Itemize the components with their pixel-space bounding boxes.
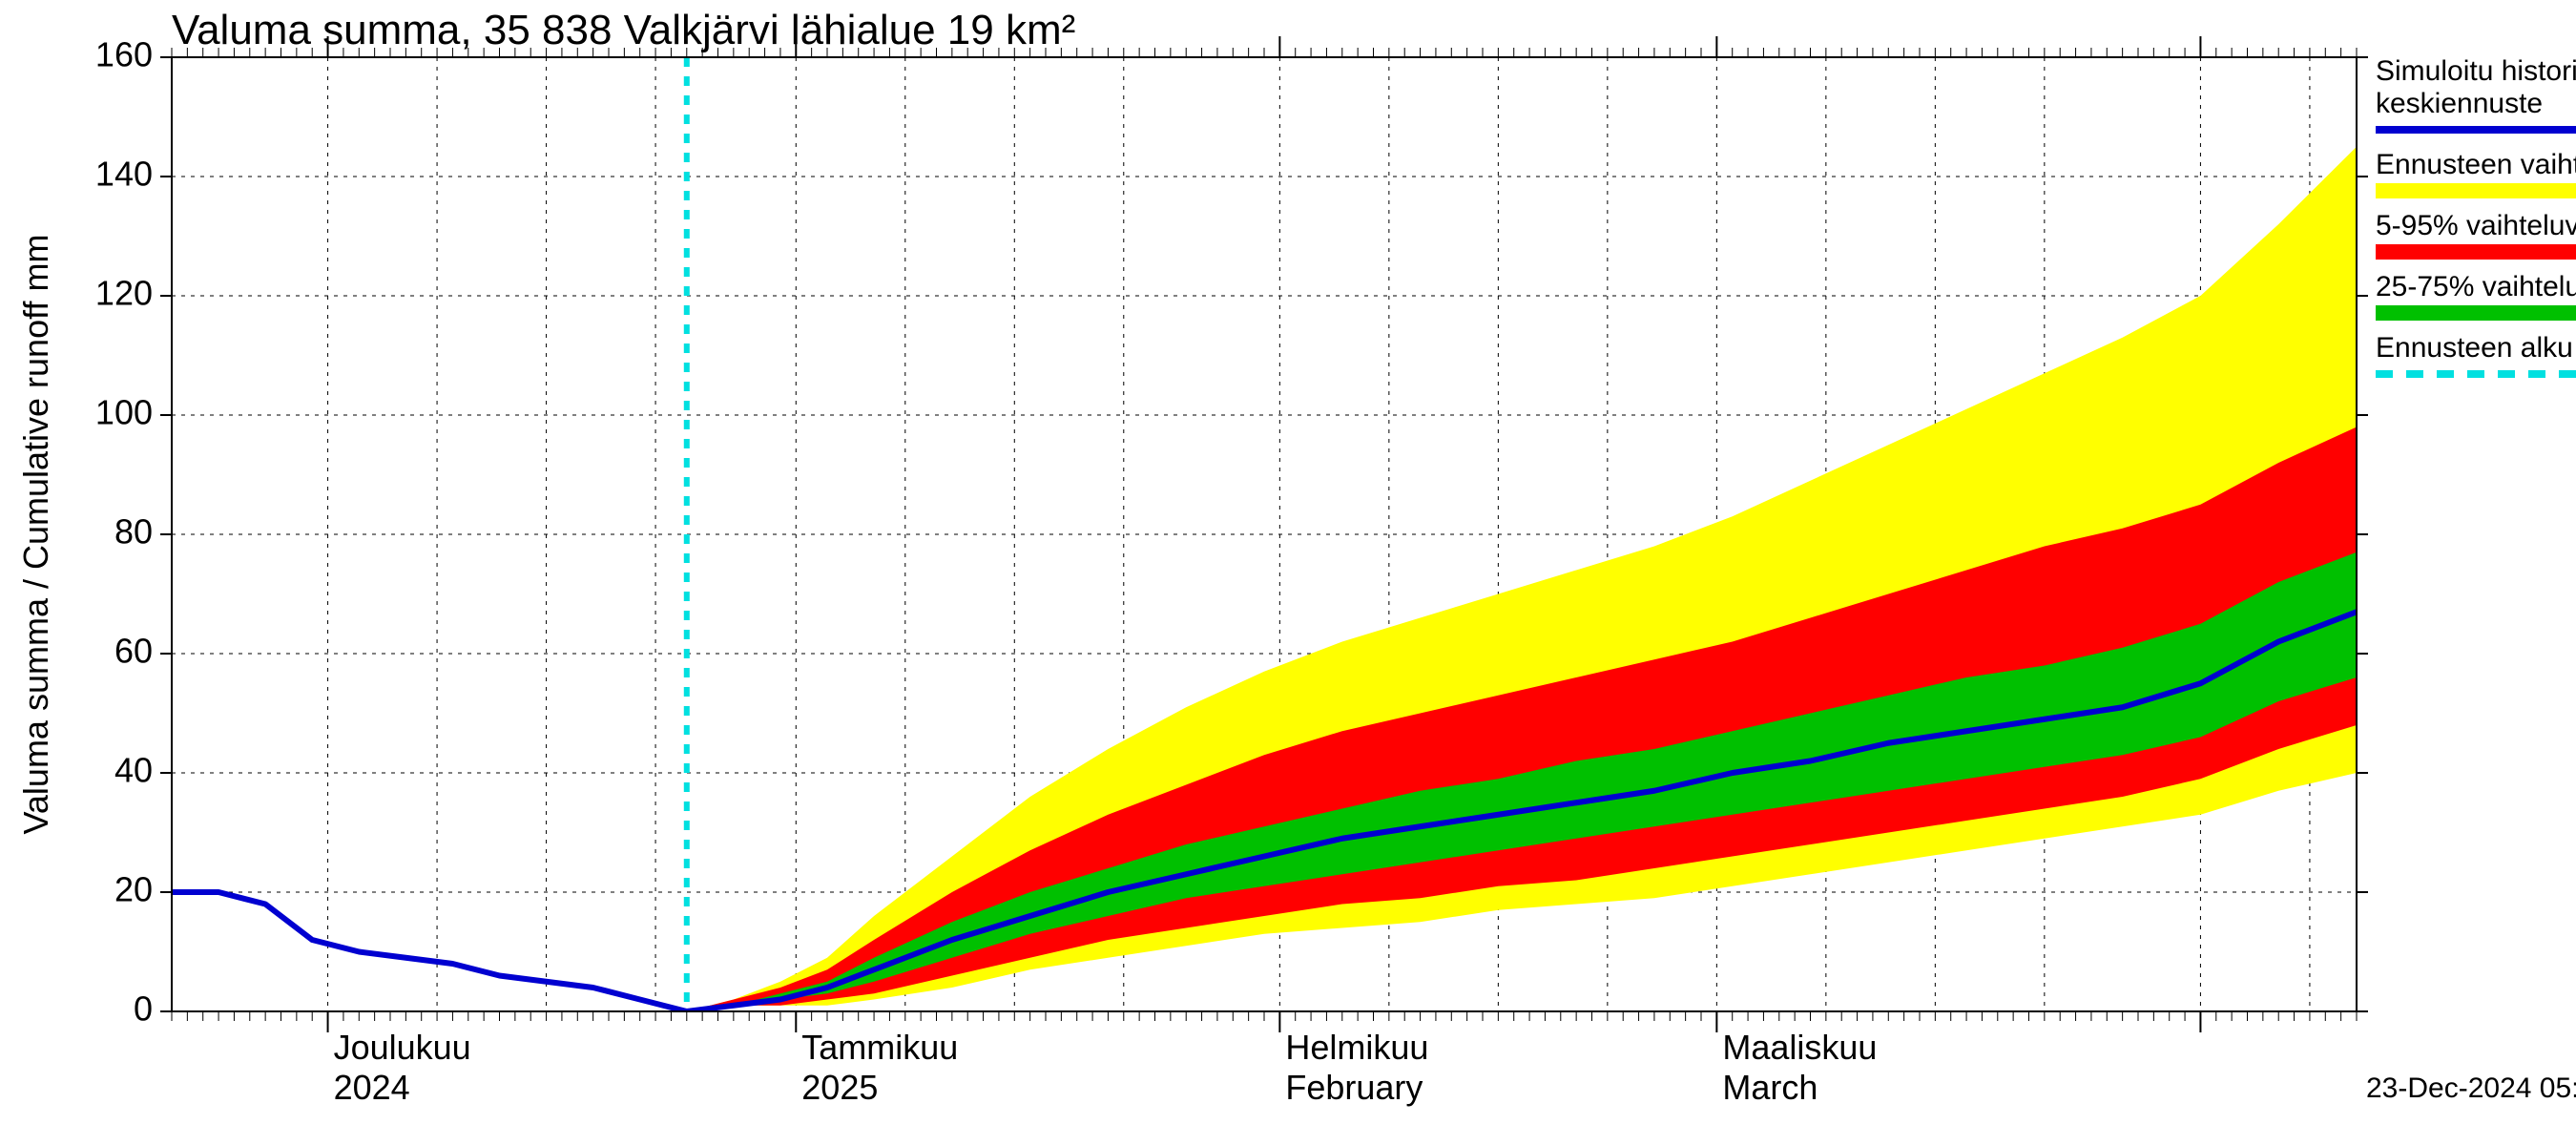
x-month-sublabel: 2024 — [334, 1068, 410, 1107]
runoff-fan-chart: 0 20 40 60 80 100 120 140 160 Joulukuu2024 Tammiku… — [0, 0, 2576, 1145]
chart-title: Valuma summa, 35 838 Valkjärvi lähialue … — [172, 7, 1075, 53]
y-axis-label: Valuma summa / Cumulative runoff mm — [16, 235, 55, 835]
x-month-sublabel: March — [1722, 1068, 1818, 1107]
x-month-sublabel: 2025 — [801, 1068, 878, 1107]
legend-label: Ennusteen vaihteluväli — [2376, 149, 2576, 180]
y-tick-label: 120 — [95, 274, 153, 313]
chart-footer: 23-Dec-2024 05:53 WSFS-O — [2366, 1072, 2576, 1104]
x-month-label: Joulukuu — [334, 1028, 471, 1067]
forecast-bands — [687, 147, 2357, 1011]
y-tick-label: 20 — [114, 870, 153, 909]
x-month-label: Tammikuu — [801, 1028, 958, 1067]
legend-label: 25-75% vaihteluväli — [2376, 271, 2576, 302]
chart-container: 0 20 40 60 80 100 120 140 160 Joulukuu2024 Tammiku… — [0, 0, 2576, 1145]
y-tick-label: 40 — [114, 751, 153, 790]
y-tick-label: 100 — [95, 393, 153, 432]
legend-label: 5-95% vaihteluväli — [2376, 210, 2576, 241]
x-month-sublabel: February — [1285, 1068, 1423, 1107]
legend-swatch — [2376, 305, 2576, 321]
y-tick-label: 60 — [114, 632, 153, 671]
y-tick-label: 160 — [95, 35, 153, 74]
legend-swatch — [2376, 183, 2576, 198]
legend-label: Ennusteen alku — [2376, 332, 2573, 364]
x-month-label: Helmikuu — [1285, 1028, 1428, 1067]
legend-swatch — [2376, 244, 2576, 260]
x-month-label: Maaliskuu — [1722, 1028, 1877, 1067]
legend-label: keskiennuste — [2376, 88, 2543, 119]
legend-label: Simuloitu historia ja — [2376, 55, 2576, 87]
y-tick-label: 80 — [114, 512, 153, 552]
y-tick-label: 140 — [95, 155, 153, 194]
y-tick-label: 0 — [134, 989, 153, 1029]
